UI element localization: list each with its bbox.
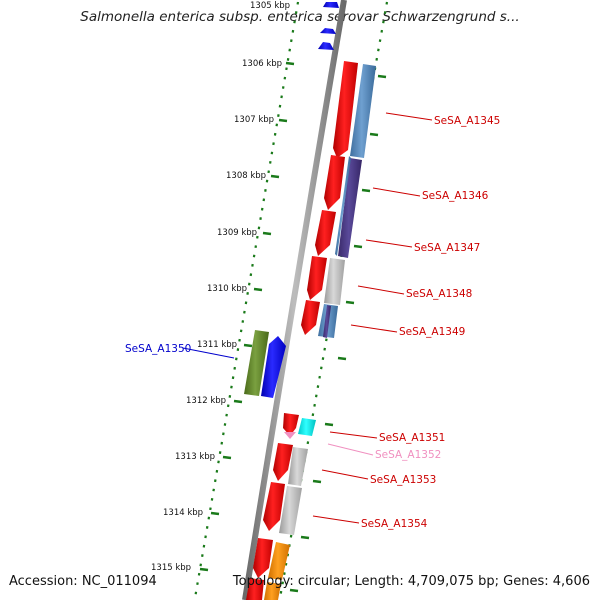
gene-label-sesa-a1347[interactable]: SeSA_A1347 (414, 242, 480, 254)
gene-cds-forward[interactable] (246, 578, 264, 600)
kbp-minor-tick (353, 244, 363, 249)
kbp-major-tick (222, 455, 232, 460)
gene-label-sesa-a1352[interactable]: SeSA_A1352 (375, 449, 441, 461)
kbp-major-tick (199, 567, 209, 572)
leader-line (312, 515, 360, 524)
kbp-label: 1314 kbp (163, 508, 203, 518)
gene-cds-grey[interactable] (324, 258, 345, 305)
kbp-label: 1308 kbp (226, 171, 266, 181)
kbp-minor-tick (369, 132, 379, 137)
leader-line (182, 347, 235, 359)
label-leaders (182, 112, 433, 524)
kbp-minor-tick (361, 188, 371, 193)
leader-line (385, 112, 433, 121)
kbp-minor-tick (337, 356, 347, 361)
kbp-major-tick (210, 511, 220, 516)
leader-line (357, 285, 405, 295)
gene-label-sesa-a1345[interactable]: SeSA_A1345 (434, 115, 500, 127)
genome-summary-text: Topology: circular; Length: 4,709,075 bp… (232, 574, 590, 589)
gene-cds-forward[interactable] (307, 256, 327, 300)
kbp-label: 1306 kbp (242, 59, 282, 69)
gene-features[interactable] (244, 2, 376, 600)
gene-label-sesa-a1354[interactable]: SeSA_A1354 (361, 518, 428, 530)
gene-label-sesa-a1346[interactable]: SeSA_A1346 (422, 190, 489, 202)
leader-line (327, 443, 374, 456)
gene-cds-forward[interactable] (301, 300, 320, 335)
gene-cds-forward[interactable] (273, 443, 293, 481)
gene-cds-steel[interactable] (350, 64, 376, 158)
kbp-major-tick (278, 118, 288, 123)
gene-label-sesa-a1350[interactable]: SeSA_A1350 (125, 343, 191, 355)
kbp-label: 1312 kbp (186, 396, 226, 406)
kbp-scale (199, 61, 387, 593)
gene-cds-forward[interactable] (315, 210, 336, 256)
gene-cds-forward[interactable] (263, 482, 285, 531)
kbp-minor-tick (289, 588, 299, 593)
kbp-labels: 1305 kbp 1306 kbp 1307 kbp 1308 kbp 1309… (151, 1, 290, 573)
kbp-label: 1310 kbp (207, 284, 247, 294)
kbp-major-tick (243, 343, 253, 348)
gene-label-sesa-a1351[interactable]: SeSA_A1351 (379, 432, 445, 444)
kbp-major-tick (253, 287, 263, 292)
gene-cds-purple[interactable] (323, 305, 331, 338)
kbp-minor-tick (345, 300, 355, 305)
leader-line (365, 239, 413, 248)
leader-line (372, 187, 421, 197)
gene-cds-reverse[interactable] (323, 2, 339, 8)
leader-line (350, 324, 398, 333)
gene-cds-reverse[interactable] (318, 42, 334, 50)
gene-cds-olive[interactable] (244, 330, 269, 396)
leader-line (329, 431, 378, 439)
kbp-label: 1313 kbp (175, 452, 215, 462)
gene-cds-orange[interactable] (268, 542, 290, 580)
kbp-label: 1309 kbp (217, 228, 257, 238)
kbp-minor-tick (300, 535, 310, 540)
kbp-minor-tick (324, 422, 334, 427)
kbp-major-tick (233, 399, 243, 404)
kbp-major-tick (270, 174, 280, 179)
kbp-major-tick (262, 231, 272, 236)
gene-cds-forward[interactable] (333, 61, 358, 158)
gene-cds-pink[interactable] (284, 432, 296, 439)
kbp-label: 1305 kbp (250, 1, 290, 11)
kbp-minor-tick (377, 74, 387, 79)
gene-label-sesa-a1353[interactable]: SeSA_A1353 (370, 474, 436, 486)
kbp-major-tick (285, 61, 295, 66)
kbp-label: 1315 kbp (151, 563, 191, 573)
kbp-label: 1311 kbp (197, 340, 237, 350)
gene-cds-forward[interactable] (283, 413, 299, 436)
map-title: Salmonella enterica subsp. enterica sero… (80, 9, 520, 25)
kbp-minor-tick (312, 479, 322, 484)
gene-cds-purple[interactable] (338, 158, 362, 258)
leader-line (321, 469, 369, 480)
kbp-label: 1307 kbp (234, 115, 274, 125)
gene-cds-reverse[interactable] (320, 28, 336, 34)
gene-cds-steel[interactable] (335, 156, 351, 256)
gene-cds-reverse[interactable] (261, 336, 286, 398)
gene-label-sesa-a1349[interactable]: SeSA_A1349 (399, 326, 465, 338)
gene-labels[interactable]: SeSA_A1345 SeSA_A1346 SeSA_A1347 SeSA_A1… (125, 115, 500, 530)
backbone-track (242, 0, 347, 600)
gene-cds-forward[interactable] (324, 155, 345, 210)
gene-cds-grey[interactable] (288, 447, 308, 486)
gene-label-sesa-a1348[interactable]: SeSA_A1348 (406, 288, 472, 300)
gene-cds-cyan[interactable] (298, 418, 316, 436)
gene-cds-orange[interactable] (264, 582, 281, 600)
accession-text: Accession: NC_011094 (9, 574, 157, 589)
gene-cds-forward[interactable] (253, 538, 273, 578)
gene-cds-grey[interactable] (279, 486, 302, 535)
